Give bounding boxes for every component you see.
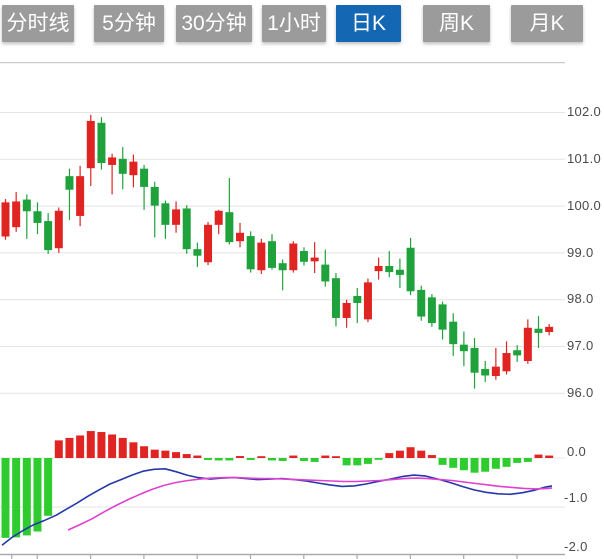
tab-30min[interactable]: 30分钟 bbox=[176, 5, 252, 42]
macd-axis-label: 0.0 bbox=[567, 444, 586, 459]
tab-daily[interactable]: 日K bbox=[336, 5, 401, 42]
tab-weekly[interactable]: 周K bbox=[423, 5, 490, 42]
tab-timeline[interactable]: 分时线 bbox=[2, 5, 74, 42]
tab-monthly[interactable]: 月K bbox=[511, 5, 583, 42]
price-axis-label: 101.0 bbox=[567, 151, 602, 166]
timeframe-tabbar: 分时线 5分钟 30分钟 1小时 日K 周K 月K bbox=[0, 0, 604, 48]
price-axis-label: 99.0 bbox=[567, 245, 594, 260]
price-axis-label: 100.0 bbox=[567, 198, 602, 213]
tab-5min[interactable]: 5分钟 bbox=[94, 5, 164, 42]
kline-chart[interactable] bbox=[0, 62, 604, 559]
price-axis-label: 102.0 bbox=[567, 104, 602, 119]
price-axis-label: 97.0 bbox=[567, 338, 594, 353]
macd-axis-label: -2.0 bbox=[564, 539, 588, 554]
macd-axis-label: -1.0 bbox=[564, 490, 588, 505]
tab-1hour[interactable]: 1小时 bbox=[262, 5, 326, 42]
price-axis-label: 96.0 bbox=[567, 385, 594, 400]
price-axis-label: 98.0 bbox=[567, 291, 594, 306]
